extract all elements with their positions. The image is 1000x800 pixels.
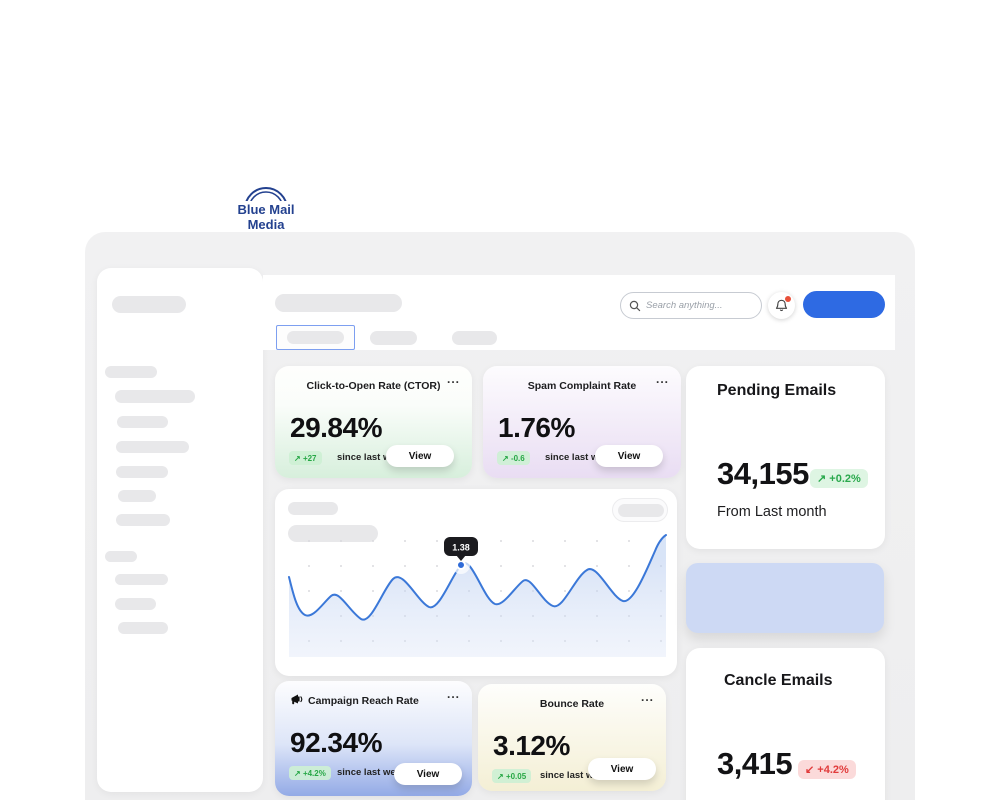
search-box[interactable] — [620, 292, 762, 319]
chart-tooltip: 1.38 — [444, 537, 478, 561]
skeleton-bar — [275, 294, 402, 312]
skeleton-bar — [115, 574, 168, 585]
card-title: Spam Complaint Rate — [527, 380, 637, 392]
dashboard-frame: Click-to-Open Rate (CTOR) ... 29.84% ↗ +… — [85, 232, 915, 800]
skeleton-bar — [118, 490, 156, 502]
skeleton-bar — [287, 331, 344, 344]
chart-tooltip-value: 1.38 — [452, 543, 470, 553]
search-icon — [629, 300, 641, 311]
trend-up-icon: ↗ — [294, 768, 301, 778]
trend-value: -0.6 — [510, 453, 525, 463]
card-title: Pending Emails — [717, 382, 837, 399]
tab-placeholder[interactable] — [452, 331, 497, 345]
trend-caption: since last week — [540, 770, 610, 781]
stat-value: 1.76% — [498, 412, 575, 443]
skeleton-bar — [105, 366, 157, 378]
stat-card-campaign: Campaign Reach Rate ... 92.34% ↗ +4.2% s… — [275, 681, 472, 796]
trend-badge: ↙ +4.2% — [798, 760, 856, 779]
ellipsis-menu-icon[interactable]: ... — [640, 690, 654, 704]
trend-value: +0.2% — [829, 473, 861, 485]
tab-placeholder[interactable] — [370, 331, 417, 345]
logo-text: Blue Mail Media — [224, 201, 308, 233]
bell-icon — [775, 299, 788, 312]
trend-up-icon: ↗ — [502, 453, 509, 463]
pending-emails-card: Pending Emails 34,155 ↗ +0.2% From Last … — [686, 366, 885, 549]
stat-card-bounce: Bounce Rate ... 3.12% ↗ +0.05 since last… — [478, 684, 666, 791]
stat-card-ctor: Click-to-Open Rate (CTOR) ... 29.84% ↗ +… — [275, 366, 472, 478]
trend-down-icon: ↙ — [805, 764, 815, 776]
skeleton-bar — [116, 441, 189, 453]
chart-area-fill — [289, 535, 666, 657]
line-chart-card: 1.38 — [275, 489, 677, 676]
chart-active-point[interactable] — [456, 560, 466, 570]
skeleton-bar — [117, 416, 168, 428]
card-title: Cancle Emails — [724, 672, 833, 689]
skeleton-bar — [118, 622, 168, 634]
view-button[interactable]: View — [588, 758, 656, 780]
trend-value: +0.05 — [505, 771, 527, 781]
trend-badge: ↗ +4.2% — [289, 766, 331, 780]
skeleton-bar — [115, 598, 156, 610]
placeholder-panel — [686, 563, 884, 633]
top-header — [263, 275, 895, 350]
skeleton-bar — [112, 296, 186, 313]
trend-caption: since last week — [337, 452, 407, 463]
trend-value: +27 — [302, 453, 317, 463]
notification-badge-dot — [785, 296, 791, 302]
trend-caption: since last week — [337, 767, 407, 778]
trend-caption: since last week — [545, 452, 615, 463]
tab-active[interactable] — [276, 325, 355, 350]
stat-value: 3.12% — [493, 730, 570, 761]
ellipsis-menu-icon[interactable]: ... — [446, 372, 460, 386]
trend-up-icon: ↗ — [294, 453, 301, 463]
skeleton-bar — [115, 390, 195, 403]
trend-badge: ↗ -0.6 — [497, 451, 530, 465]
chart-filter-placeholder[interactable] — [612, 498, 668, 522]
card-title: Campaign Reach Rate — [308, 695, 419, 707]
primary-action-button[interactable] — [803, 291, 885, 318]
stat-value: 34,155 — [717, 456, 809, 491]
ellipsis-menu-icon[interactable]: ... — [446, 687, 460, 701]
search-input[interactable] — [646, 300, 746, 311]
trend-badge: ↗ +0.2% — [810, 469, 868, 488]
stat-value: 29.84% — [290, 412, 382, 443]
skeleton-bar — [288, 502, 338, 515]
chart-line — [288, 534, 667, 621]
stat-card-spam: Spam Complaint Rate ... 1.76% ↗ -0.6 sin… — [483, 366, 681, 478]
megaphone-icon — [291, 694, 303, 705]
trend-value: +4.2% — [817, 764, 849, 776]
trend-up-icon: ↗ — [497, 771, 504, 781]
notification-bell-button[interactable] — [768, 292, 795, 319]
trend-badge: ↗ +0.05 — [492, 769, 532, 783]
skeleton-bar — [116, 514, 170, 526]
view-button[interactable]: View — [595, 445, 663, 467]
skeleton-bar — [618, 504, 664, 517]
ellipsis-menu-icon[interactable]: ... — [655, 372, 669, 386]
skeleton-bar — [105, 551, 137, 562]
sidebar — [97, 268, 263, 792]
stat-value: 92.34% — [290, 727, 382, 758]
view-button[interactable]: View — [394, 763, 462, 785]
card-title: Click-to-Open Rate (CTOR) — [306, 380, 441, 392]
card-title: Bounce Rate — [539, 698, 605, 710]
view-button[interactable]: View — [386, 445, 454, 467]
trend-value: +4.2% — [302, 768, 326, 778]
trend-caption: From Last month — [717, 504, 827, 520]
blue-mail-media-logo: Blue Mail Media — [224, 183, 308, 235]
skeleton-bar — [116, 466, 168, 478]
trend-badge: ↗ +27 — [289, 451, 322, 465]
stat-value: 3,415 — [717, 746, 793, 781]
trend-up-icon: ↗ — [817, 473, 827, 485]
line-chart[interactable]: 1.38 — [275, 489, 677, 676]
cancel-emails-card: Cancle Emails 3,415 ↙ +4.2% — [686, 648, 885, 800]
